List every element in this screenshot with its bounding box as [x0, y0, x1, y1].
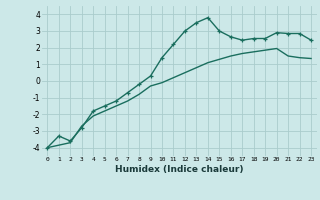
X-axis label: Humidex (Indice chaleur): Humidex (Indice chaleur) — [115, 165, 244, 174]
